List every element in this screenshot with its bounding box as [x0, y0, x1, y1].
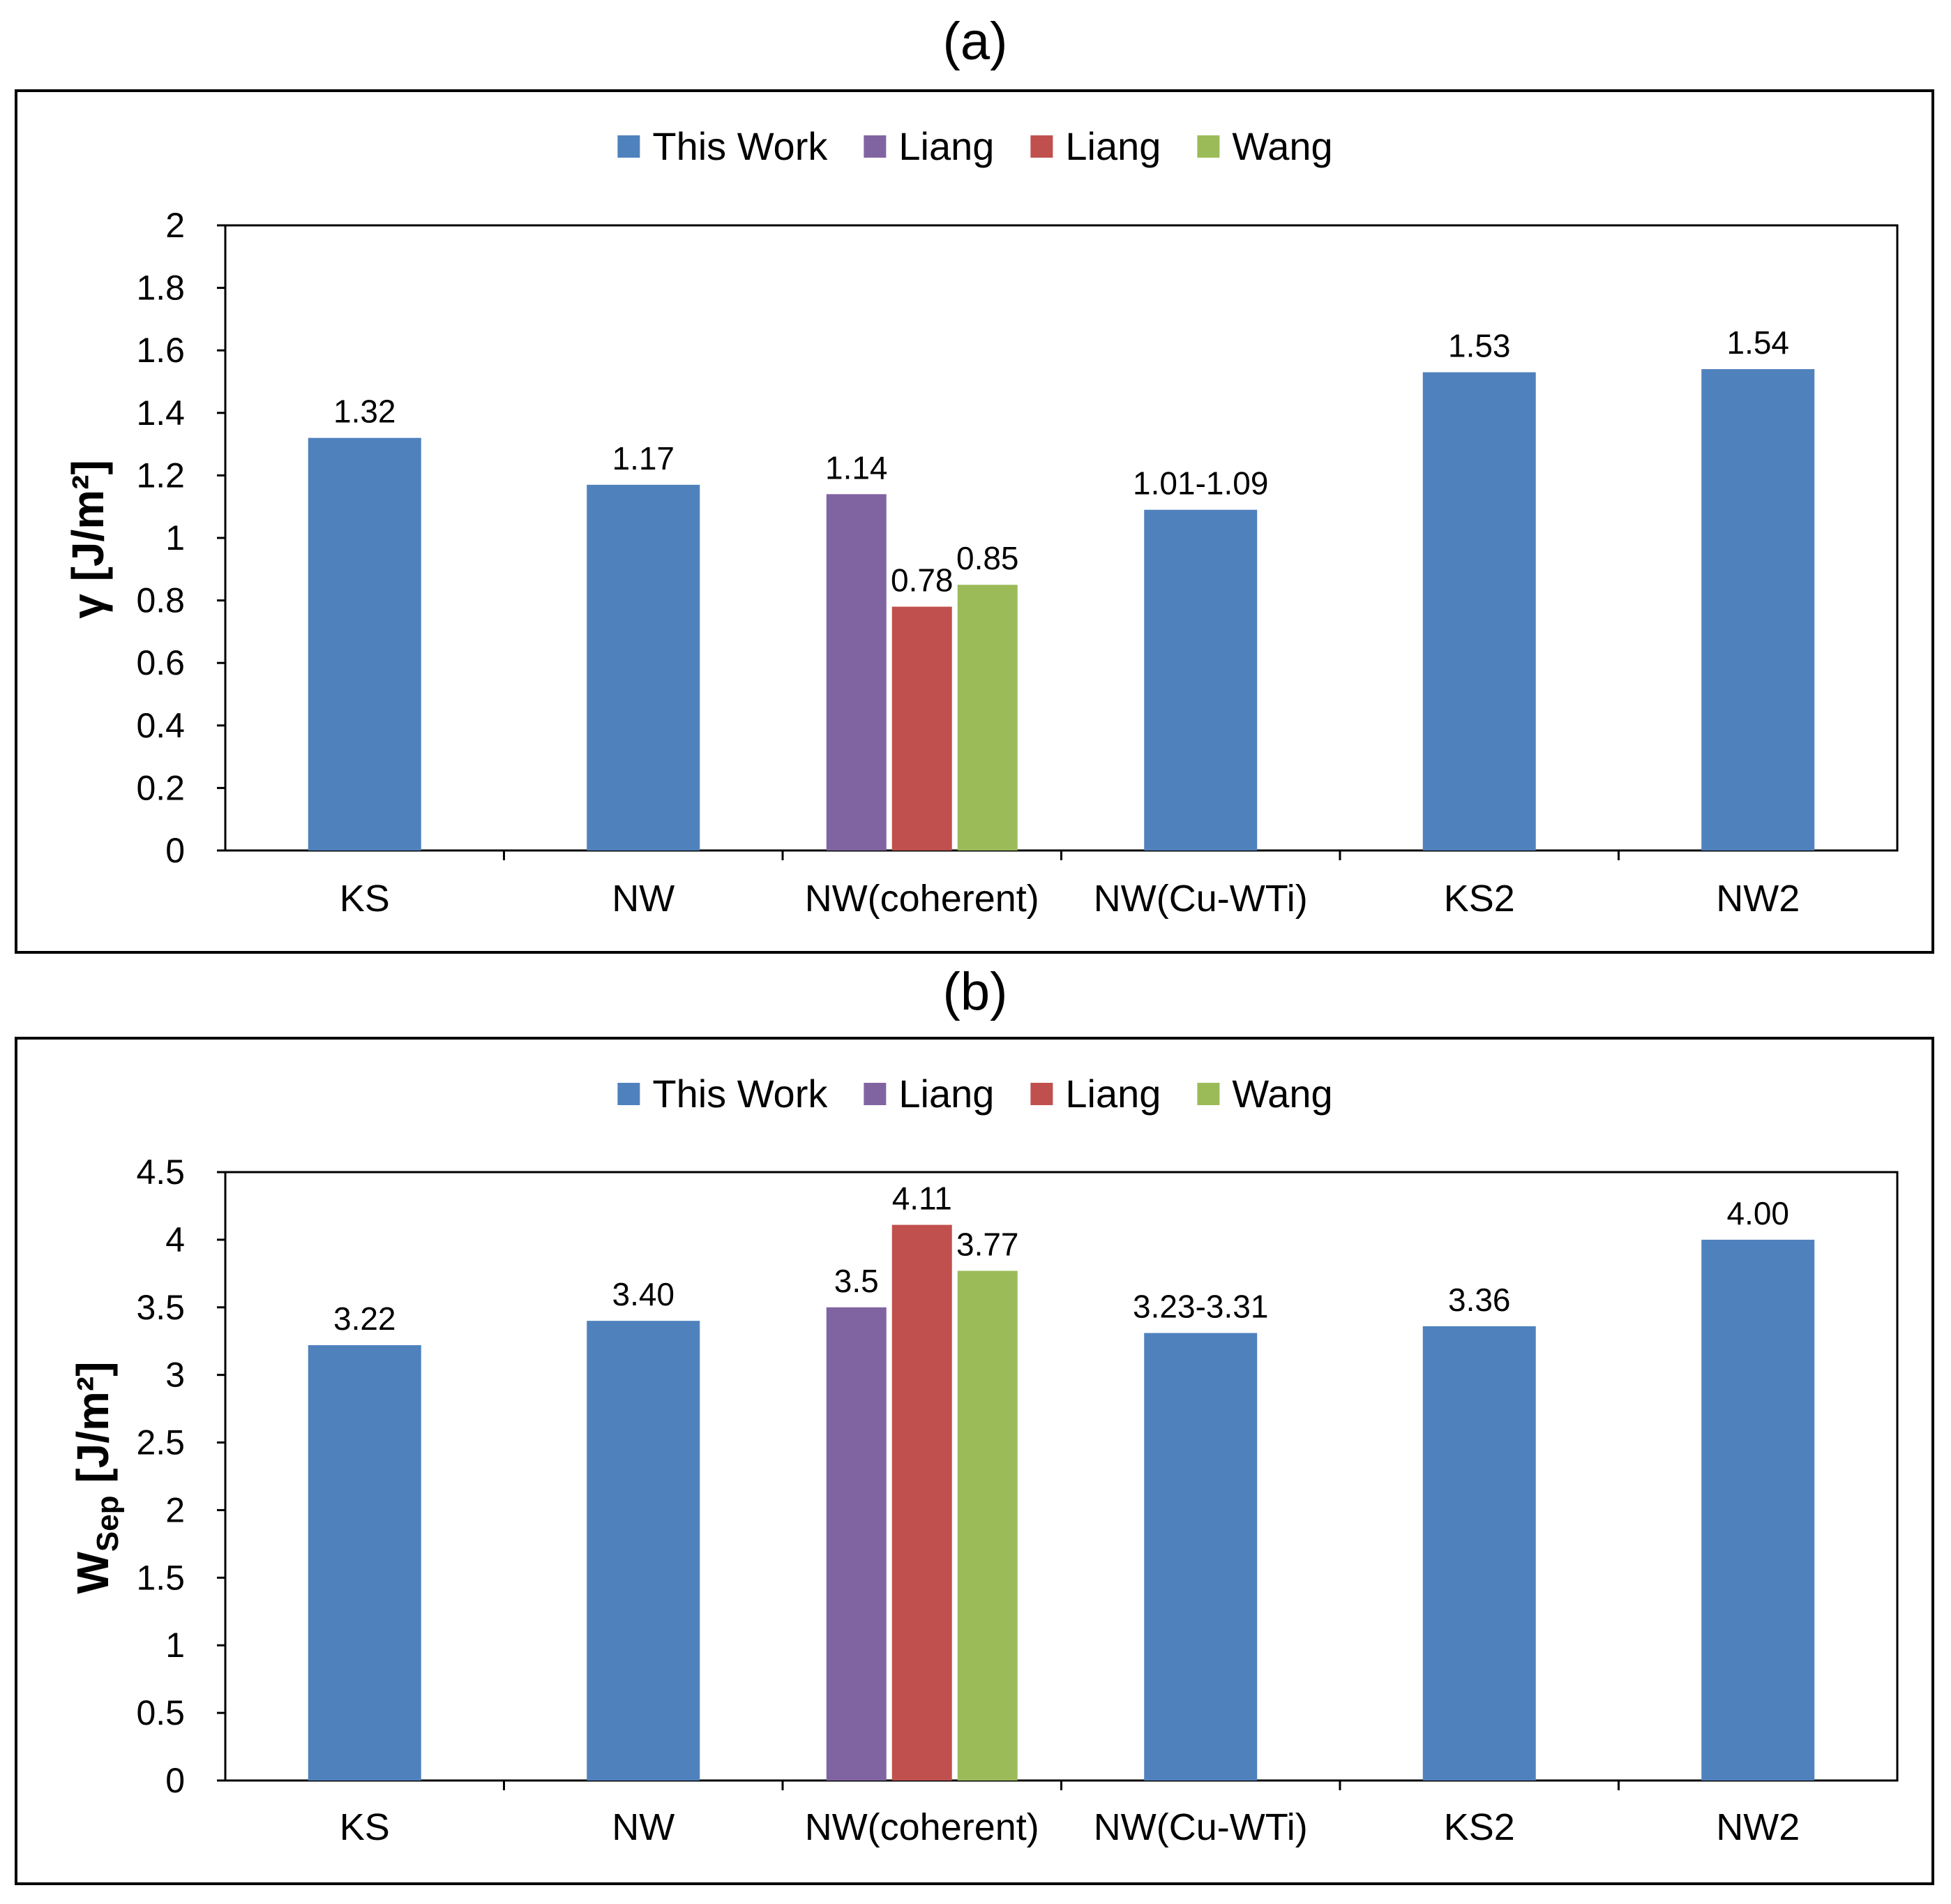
panel-a-x-tick-label: NW(Cu-WTi) [1094, 878, 1308, 920]
panel-a-bar [587, 484, 700, 850]
panel-a-legend-label: This Work [652, 124, 828, 168]
panel-b-frame [15, 1037, 1934, 1885]
panel-b-y-tick-label: 0 [165, 1761, 185, 1800]
panel-b-y-tick-label: 2.5 [136, 1423, 185, 1462]
panel-a-bar [1422, 372, 1536, 850]
panel-a-data-label: 1.17 [612, 440, 675, 477]
panel-b-legend-swatch [864, 1083, 887, 1105]
panel-a-data-label: 0.78 [891, 562, 954, 599]
panel-b-x-tick-label: NW(Cu-WTi) [1094, 1806, 1308, 1848]
panel-a-frame [15, 89, 1934, 954]
panel-b-bar [1144, 1333, 1258, 1781]
panel-a-y-tick-label: 0 [165, 831, 185, 870]
panel-b-y-axis-label: WSep [J/m²] [68, 1361, 125, 1594]
panel-b-x-tick-label: NW2 [1716, 1806, 1800, 1848]
panel-a-x-tick-label: KS [340, 878, 390, 920]
panel-a-y-tick-label: 0.2 [136, 768, 185, 807]
panel-a-legend: This Work Liang Liang Wang [617, 124, 1333, 168]
panel-a-plot: 0 0.2 0.4 0.6 0.8 1 1.2 1.4 1.6 1.8 2 KS NW NW(cohere… [136, 206, 1899, 920]
panel-b-bar [957, 1270, 1018, 1781]
panel-a-y-tick-label: 1.4 [136, 393, 185, 433]
panel-a-legend-swatch [864, 135, 887, 158]
panel-a-legend-label: Liang [898, 124, 994, 168]
panel-a-bar [1701, 369, 1815, 850]
panel-b-data-label: 3.36 [1448, 1282, 1511, 1318]
panel-b-bar [587, 1321, 700, 1781]
panel-b-legend-label: Wang [1232, 1072, 1332, 1116]
panel-b-y-axis-label-unit: [J/m²] [68, 1361, 118, 1495]
panel-b-bar [891, 1224, 952, 1781]
panel-b-bar [1701, 1239, 1815, 1781]
panel-a-x-tick-label: NW(coherent) [805, 878, 1039, 920]
panel-b-y-tick-label: 4.5 [136, 1153, 185, 1192]
panel-a-y-tick-label: 0.4 [136, 706, 185, 745]
panel-a-legend-label: Wang [1232, 124, 1332, 168]
panel-a-data-label: 1.53 [1448, 328, 1511, 364]
panel-a-legend-label: Liang [1065, 124, 1161, 168]
panel-b-legend: This Work Liang Liang Wang [617, 1072, 1333, 1116]
panel-b-plot: 0 0.5 1 1.5 2 2.5 3 3.5 4 4.5 KS NW NW(coherent) NW(C… [136, 1153, 1899, 1848]
panel-b-legend-swatch [617, 1083, 640, 1105]
panel-a-x-tick-label: KS2 [1444, 878, 1515, 920]
panel-b-x-tick-label: NW [612, 1806, 675, 1848]
panel-a-bar [826, 494, 887, 850]
panel-a-y-axis-label: γ [J/m²] [63, 460, 113, 619]
panel-b-data-label: 3.77 [956, 1226, 1019, 1262]
panel-a-y-tick-label: 0.8 [136, 581, 185, 620]
panel-b-x-tick-label: NW(coherent) [805, 1806, 1039, 1848]
panel-a-y-tick-label: 1.6 [136, 331, 185, 370]
panel-b-legend-swatch [1197, 1083, 1220, 1105]
panel-a-bar [308, 437, 421, 850]
panel-b-x-tick-label: KS [340, 1806, 390, 1848]
panel-b-data-label: 4.00 [1726, 1195, 1789, 1231]
panel-b-data-label: 4.11 [892, 1180, 952, 1217]
panel-b-bar [1422, 1326, 1536, 1781]
panel-a: (a) This Work Liang Liang Wang 0 0.2 0.4 0.6 0.… [15, 12, 1934, 954]
panel-a-bar [957, 585, 1018, 850]
panel-b-x-tick-label: KS2 [1444, 1806, 1515, 1848]
panel-b-y-tick-label: 0.5 [136, 1693, 185, 1732]
panel-a-y-tick-label: 2 [165, 206, 185, 245]
panel-a-y-tick-label: 1 [165, 518, 185, 557]
panel-a-data-label: 1.01-1.09 [1133, 465, 1268, 502]
panel-b-legend-label: Liang [1065, 1072, 1161, 1116]
panel-a-x-tick-label: NW2 [1716, 878, 1800, 920]
panel-b-y-tick-label: 4 [165, 1220, 185, 1259]
panel-b-legend-swatch [1030, 1083, 1053, 1105]
panel-b-data-label: 3.40 [612, 1276, 675, 1312]
panel-a-legend-swatch [1030, 135, 1053, 158]
panel-a-legend-swatch [1197, 135, 1220, 158]
panel-b-bar [826, 1307, 887, 1781]
panel-a-y-tick-label: 1.2 [136, 456, 185, 495]
panel-b-bar [308, 1345, 421, 1781]
panel-b-data-label: 3.22 [333, 1300, 396, 1337]
panel-b-label: (b) [943, 962, 1008, 1021]
panel-b-y-axis-label-subscript: Sep [91, 1495, 125, 1552]
panel-b: (b) This Work Liang Liang Wang 0 0.5 1 1.5 2 2.5… [15, 962, 1934, 1885]
panel-b-data-label: 3.5 [834, 1263, 879, 1299]
panel-b-y-tick-label: 2 [165, 1490, 185, 1529]
panel-a-data-label: 1.54 [1726, 324, 1789, 361]
panel-a-data-label: 1.14 [825, 449, 888, 486]
panel-b-y-tick-label: 3 [165, 1356, 185, 1395]
panel-a-label: (a) [943, 12, 1008, 71]
panel-a-y-tick-label: 0.6 [136, 643, 185, 682]
panel-a-y-tick-label: 1.8 [136, 269, 185, 308]
panel-a-bar [1144, 509, 1258, 850]
panel-a-data-label: 1.32 [333, 393, 396, 430]
panel-b-legend-label: This Work [652, 1072, 828, 1116]
panel-b-y-tick-label: 3.5 [136, 1288, 185, 1327]
panel-a-x-tick-label: NW [612, 878, 675, 920]
panel-b-y-tick-label: 1 [165, 1626, 185, 1665]
panel-b-y-tick-label: 1.5 [136, 1558, 185, 1597]
panel-a-bar [891, 606, 952, 850]
panel-a-legend-swatch [617, 135, 640, 158]
panel-b-legend-label: Liang [898, 1072, 994, 1116]
panel-b-y-axis-label-main: W [68, 1552, 118, 1594]
panel-a-data-label: 0.85 [956, 540, 1019, 576]
panel-b-data-label: 3.23-3.31 [1133, 1289, 1268, 1325]
